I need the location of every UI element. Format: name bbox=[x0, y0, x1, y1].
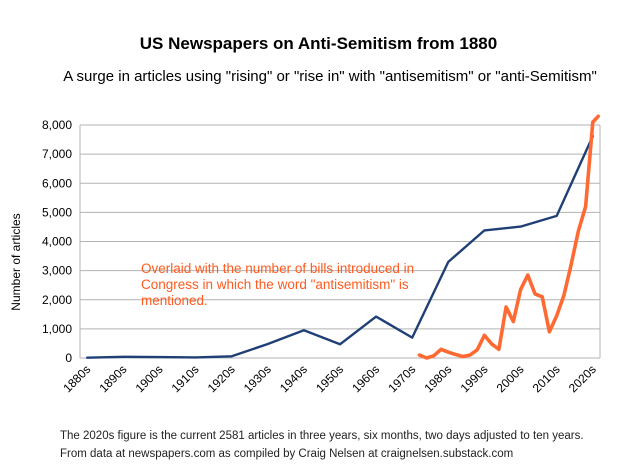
chart-subtitle: A surge in articles using "rising" or "r… bbox=[63, 68, 597, 85]
y-tick-label: 6,000 bbox=[42, 176, 72, 190]
x-tick-label: 1940s bbox=[277, 362, 310, 395]
footnote-adjustment: The 2020s figure is the current 2581 art… bbox=[60, 430, 584, 442]
x-tick-label: 2000s bbox=[494, 362, 527, 395]
x-tick-label: 1970s bbox=[385, 362, 418, 395]
x-tick-label: 1950s bbox=[313, 362, 346, 395]
x-tick-label: 1890s bbox=[96, 362, 129, 395]
x-tick-label: 1990s bbox=[458, 362, 491, 395]
series-lines bbox=[85, 114, 601, 360]
y-tick-labels: 0 1,000 2,000 3,000 4,000 5,000 6,000 7,000 8,00… bbox=[42, 118, 72, 365]
y-tick-label: 4,000 bbox=[42, 235, 72, 249]
y-tick-label: 8,000 bbox=[42, 118, 72, 132]
chart-title: US Newspapers on Anti-Semitism from 1880 bbox=[139, 34, 498, 53]
y-tick-label: 3,000 bbox=[42, 264, 72, 278]
x-tick-label: 1980s bbox=[421, 362, 454, 395]
y-tick-label: 5,000 bbox=[42, 205, 72, 219]
chart-annotation: Overlaid with the number of bills introd… bbox=[141, 261, 415, 308]
y-tick-label: 1,000 bbox=[42, 322, 72, 336]
x-tick-label: 1880s bbox=[60, 362, 93, 395]
x-tick-label: 2010s bbox=[530, 362, 563, 395]
x-tick-label: 1930s bbox=[241, 362, 274, 395]
footnote-source: From data at newspapers.com as compiled … bbox=[60, 448, 514, 460]
x-tick-label: 1910s bbox=[169, 362, 202, 395]
x-tick-label: 2020s bbox=[566, 362, 599, 395]
x-tick-label: 1900s bbox=[133, 362, 166, 395]
series-line-congress-bills bbox=[417, 114, 601, 360]
x-tick-label: 1960s bbox=[349, 362, 382, 395]
x-tick-label: 1920s bbox=[205, 362, 238, 395]
y-tick-label: 7,000 bbox=[42, 147, 72, 161]
gridlines bbox=[79, 124, 601, 359]
series-line-newspaper-articles bbox=[85, 134, 594, 359]
x-tick-labels: 1880s 1890s 1900s 1910s 1920s 1930s 1940s 1950s… bbox=[60, 362, 599, 395]
y-tick-label: 0 bbox=[65, 351, 72, 365]
y-tick-label: 2,000 bbox=[42, 293, 72, 307]
